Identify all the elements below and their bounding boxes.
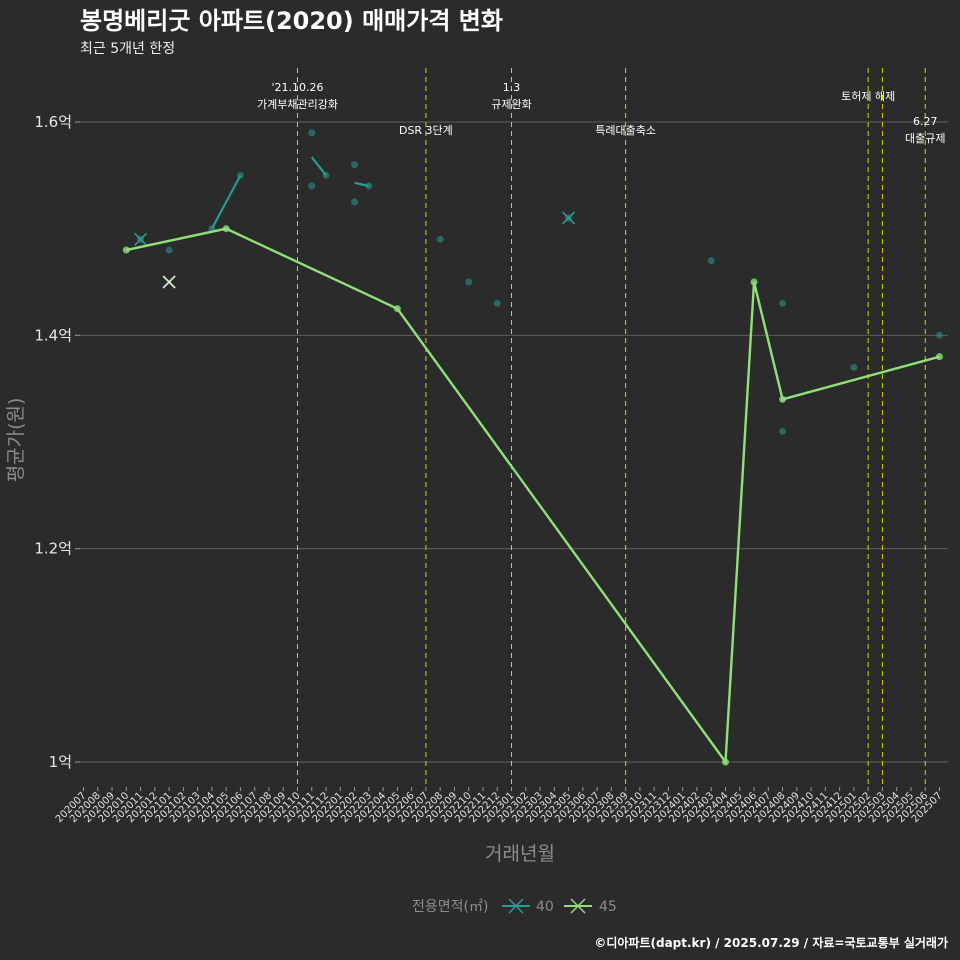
- event-label: 규제완화: [491, 98, 531, 111]
- legend-title: 전용면적(㎡): [412, 899, 488, 915]
- y-tick-label: 1.4억: [34, 326, 72, 344]
- series-40-point: [351, 198, 359, 206]
- series-45-point: [122, 246, 130, 254]
- series-40-point: [351, 161, 359, 169]
- series-45-point: [779, 395, 787, 403]
- series-40-line: [210, 174, 242, 230]
- series-40-point: [779, 427, 787, 435]
- legend: 전용면적(㎡) 40 45: [412, 898, 617, 915]
- y-tick-label: 1.2억: [34, 540, 72, 558]
- series-40-point: [436, 235, 444, 243]
- event-label: 6.27: [913, 115, 938, 128]
- series-40-cross: [562, 211, 576, 225]
- series-45-point: [936, 353, 943, 361]
- series-40-point: [308, 182, 316, 190]
- legend-marker-40: [508, 898, 524, 914]
- series-45-point: [222, 225, 230, 233]
- y-axis-title: 평균가(원): [5, 398, 27, 483]
- series-40-cross: [134, 232, 148, 246]
- series-40-point: [936, 331, 943, 339]
- grid: [80, 121, 948, 763]
- series-40-point: [707, 257, 715, 265]
- chart-title: 봉명베리굿 아파트(2020) 매매가격 변화: [80, 7, 503, 35]
- event-label: 가계부채관리강화: [257, 98, 338, 111]
- event-label: '21.10.26: [271, 81, 323, 94]
- series-40-point: [236, 171, 244, 179]
- y-axis-ticks: 1억 1.2억 1.4억 1.6억: [34, 113, 80, 771]
- series-40-point: [493, 299, 501, 307]
- series-45-point: [393, 305, 401, 313]
- series-40-point: [322, 171, 330, 179]
- legend-label-40: 40: [536, 899, 554, 915]
- series-40-point: [308, 129, 316, 137]
- series-45-cross: [162, 275, 176, 289]
- series-40-point: [465, 278, 473, 286]
- event-label: 대출규제: [905, 132, 945, 145]
- y-tick-label: 1.6억: [34, 113, 72, 131]
- series-40-point: [850, 363, 858, 371]
- legend-marker-45: [570, 898, 586, 914]
- event-label: 토허제 해제: [841, 89, 895, 103]
- data-marks: [122, 129, 943, 766]
- y-tick-label: 1억: [49, 753, 72, 771]
- series-45-line: [126, 227, 940, 766]
- chart-subtitle: 최근 5개년 한정: [80, 41, 175, 57]
- series-40-line: [310, 156, 327, 177]
- series-40-point: [365, 182, 373, 190]
- series-45-point: [750, 278, 758, 286]
- caption: ©디아파트(dapt.kr) / 2025.07.29 / 자료=국토교통부 실…: [594, 935, 948, 950]
- series-40-point: [779, 299, 787, 307]
- series-45-point: [722, 758, 729, 766]
- event-label: 특례대출축소: [595, 124, 656, 137]
- event-label: DSR 3단계: [399, 124, 453, 137]
- event-label: 1.3: [503, 81, 521, 94]
- x-axis-title: 거래년월: [485, 843, 555, 865]
- series-40-point: [165, 246, 173, 254]
- x-axis-ticks: 2020072020082020092020102020112020122021…: [54, 787, 945, 825]
- legend-label-45: 45: [599, 899, 617, 915]
